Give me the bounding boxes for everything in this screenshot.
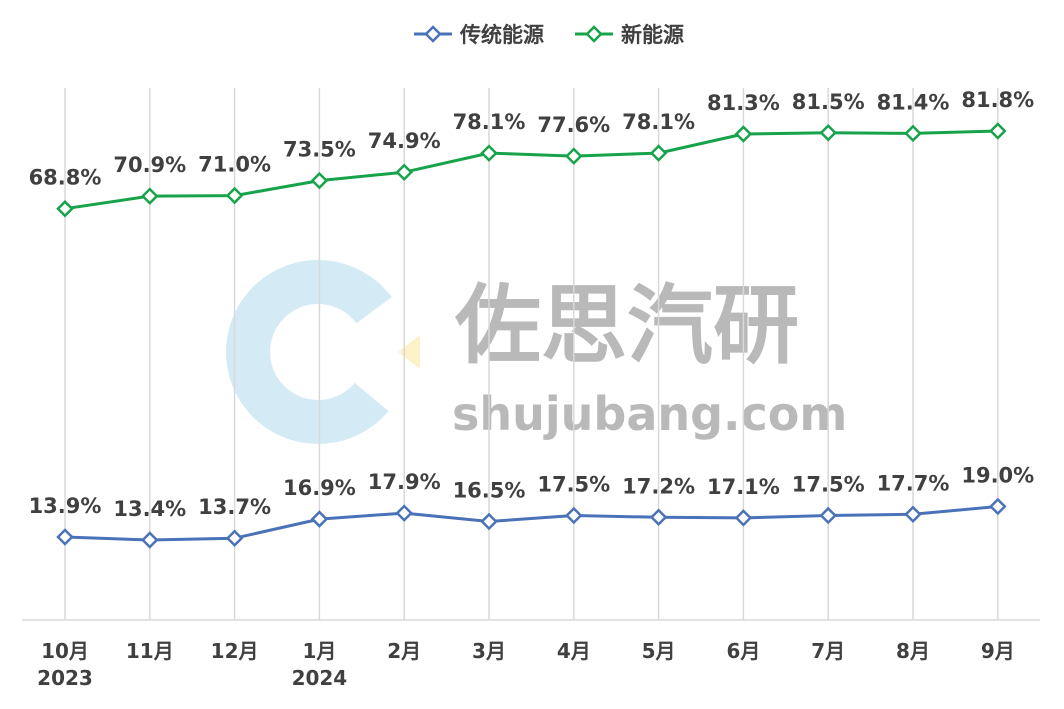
x-tick-label: 5月 [642, 639, 676, 663]
series-line-0 [64, 505, 998, 542]
data-label: 81.4% [877, 90, 950, 114]
data-point [395, 163, 413, 181]
watermark-brand: 佐思汽研 [454, 276, 799, 376]
series-line-1 [64, 129, 998, 211]
x-tick-label: 1月 [302, 639, 336, 663]
data-point [989, 122, 1007, 140]
data-point [480, 144, 498, 162]
data-point [310, 171, 329, 190]
data-point [989, 497, 1007, 516]
data-labels: 13.9% 13.4% 13.7% 16.9% 17.9% 16.5% 17.5% 17.2%… [29, 88, 1035, 521]
legend-item-new-energy: 新能源 [575, 23, 684, 47]
data-label: 81.8% [961, 88, 1034, 112]
data-point [56, 528, 74, 546]
watermark: 佐思汽研 shujubang.com [226, 260, 847, 444]
data-label: 19.0% [961, 464, 1034, 488]
data-point [649, 508, 668, 527]
data-label: 68.8% [29, 166, 102, 190]
data-point [395, 504, 413, 522]
data-point [565, 147, 583, 165]
data-point [819, 123, 837, 142]
data-label: 17.7% [877, 471, 950, 495]
legend-item-traditional: 传统能源 [414, 23, 544, 47]
data-point [904, 124, 922, 143]
x-tick-label: 2月 [387, 639, 421, 663]
x-axis-ticks: 10月 2023 11月 12月 1月 2024 2月 3月 4月 5月 6月 7月 8月 9月 [37, 639, 1015, 690]
x-tick-label: 11月 [126, 639, 174, 663]
data-label: 17.1% [707, 475, 780, 499]
legend: 传统能源 新能源 [414, 23, 684, 47]
data-point [56, 199, 74, 218]
x-tick-year-label: 2023 [37, 666, 93, 690]
data-label: 73.5% [283, 138, 356, 162]
data-label: 71.0% [198, 153, 271, 177]
data-point [649, 144, 668, 162]
data-label: 81.5% [792, 90, 865, 114]
data-point [310, 510, 329, 528]
x-tick-label: 10月 [41, 639, 89, 663]
watermark-logo-accent [398, 335, 420, 369]
x-tick-label: 12月 [211, 639, 259, 663]
watermark-site: shujubang.com [452, 387, 847, 441]
data-label: 13.4% [113, 497, 186, 521]
legend-diamond-new-energy [585, 25, 603, 43]
x-tick-label: 8月 [896, 639, 930, 663]
series-layer [56, 122, 1007, 549]
data-label: 17.9% [368, 470, 441, 494]
data-point [819, 506, 837, 525]
x-tick-label: 3月 [472, 639, 506, 663]
data-point [141, 531, 159, 549]
legend-label-traditional: 传统能源 [459, 23, 544, 47]
x-tick-label: 4月 [557, 639, 591, 663]
legend-label-new-energy: 新能源 [621, 23, 684, 47]
data-point [565, 506, 583, 525]
data-label: 17.5% [792, 472, 865, 496]
data-point [480, 512, 498, 531]
x-tick-year-label: 2024 [292, 666, 348, 690]
data-label: 74.9% [368, 129, 441, 153]
gridlines [64, 88, 999, 620]
data-point [225, 186, 244, 205]
data-point [141, 187, 159, 205]
x-tick-label: 9月 [981, 639, 1015, 663]
watermark-logo-ring [226, 260, 410, 444]
data-label: 77.6% [537, 113, 610, 137]
data-label: 13.7% [198, 495, 271, 519]
x-tick-label: 6月 [726, 639, 760, 663]
data-point [734, 125, 753, 143]
data-label: 17.5% [537, 472, 610, 496]
data-label: 70.9% [113, 153, 186, 177]
x-tick-label: 7月 [811, 639, 845, 663]
data-label: 78.1% [453, 110, 526, 134]
data-label: 81.3% [707, 91, 780, 115]
data-point [734, 509, 753, 527]
data-label: 78.1% [622, 110, 695, 134]
legend-diamond-traditional [424, 25, 442, 43]
data-point [225, 529, 244, 547]
data-label: 16.9% [283, 476, 356, 500]
data-point [904, 505, 922, 524]
data-label: 16.5% [453, 478, 526, 502]
data-label: 13.9% [29, 494, 102, 518]
data-label: 17.2% [622, 474, 695, 498]
